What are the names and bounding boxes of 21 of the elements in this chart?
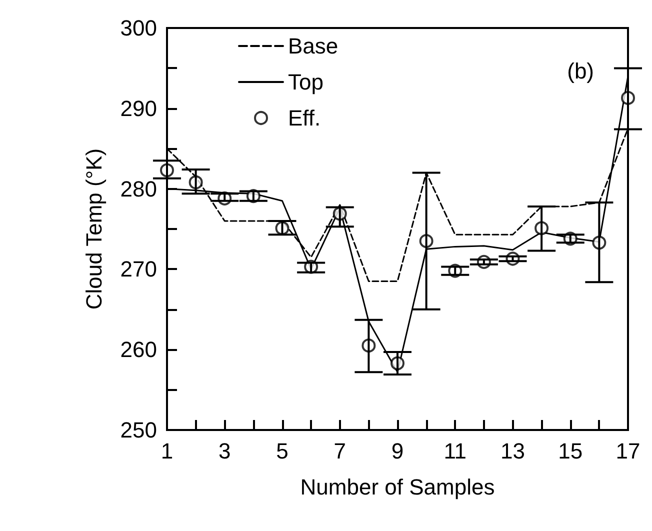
y-tick-label: 300 (120, 16, 157, 40)
y-tick-label: 280 (120, 176, 157, 202)
x-tick-label: 1 (160, 438, 174, 464)
x-tick-label: 9 (391, 438, 404, 464)
legend-label: Base (288, 34, 338, 58)
x-tick-label: 7 (334, 438, 346, 464)
x-tick-label: 11 (444, 438, 467, 464)
y-tick-label: 260 (120, 337, 157, 362)
y-axis-title: Cloud Temp (°K) (82, 148, 106, 310)
x-tick-label: 5 (276, 438, 288, 464)
y-tick-label: 290 (120, 96, 157, 121)
legend-label: Top (288, 70, 324, 94)
y-tick-label: 250 (120, 418, 157, 442)
legend-label: Eff. (288, 106, 321, 130)
x-axis-title: Number of Samples (300, 474, 495, 500)
annotation: (b) (567, 58, 594, 84)
x-tick-label: 13 (500, 438, 525, 464)
y-tick-label: 270 (120, 256, 157, 282)
x-tick-label: 3 (218, 438, 231, 464)
x-tick-label: 17 (616, 438, 640, 464)
x-tick-label: 15 (558, 438, 583, 464)
